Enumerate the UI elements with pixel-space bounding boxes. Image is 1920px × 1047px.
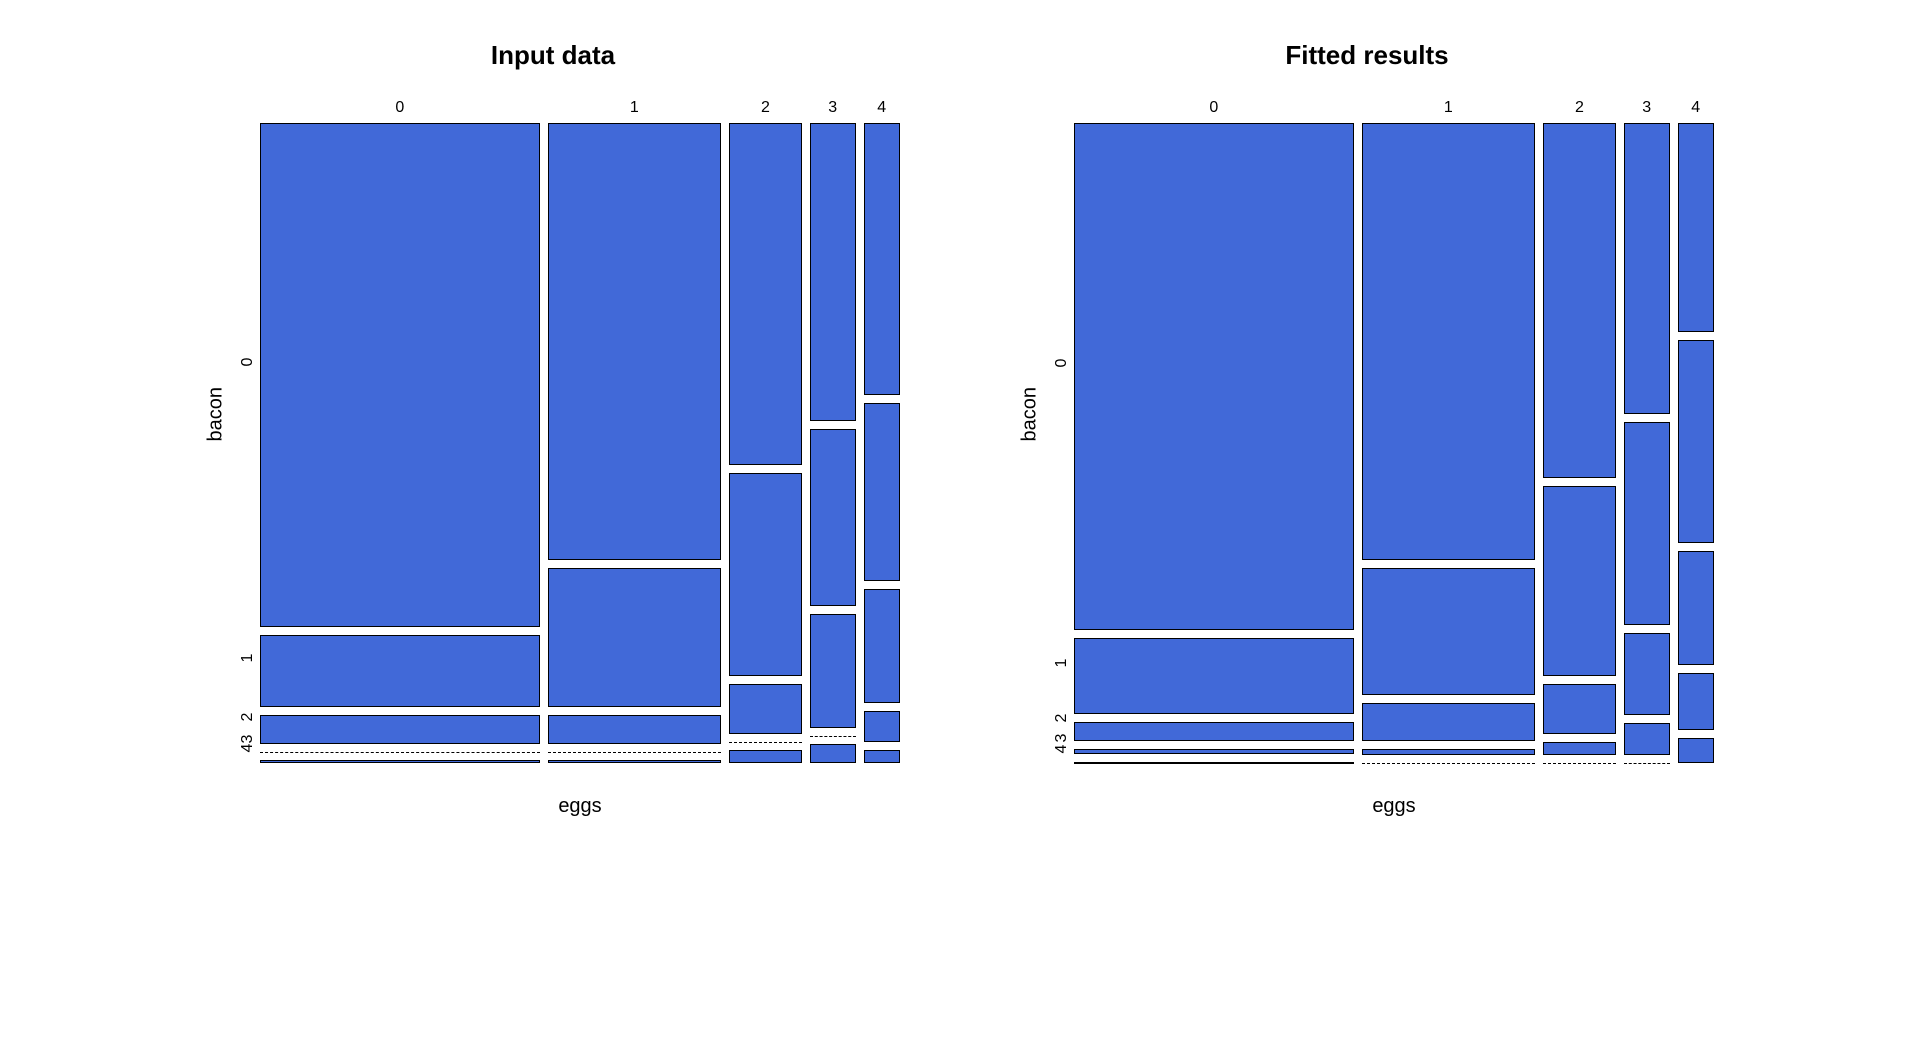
x-tick-row: 0 1 2 3 4 xyxy=(1074,99,1714,123)
mosaic-cell xyxy=(1074,638,1354,714)
x-tick: 3 xyxy=(1642,99,1651,117)
y-tick: 0 xyxy=(1053,351,1071,375)
mosaic-cell xyxy=(864,750,900,763)
y-tick-column: 01234 xyxy=(1050,111,1074,751)
x-tick: 4 xyxy=(877,99,886,117)
mosaic-cell xyxy=(548,123,721,560)
mosaic-cell xyxy=(729,684,802,735)
mosaic-cell xyxy=(1543,742,1616,755)
mosaic-cell xyxy=(1074,123,1354,630)
mosaic-cell xyxy=(1362,568,1535,695)
mosaic-cell xyxy=(1074,762,1354,764)
mosaic-cell xyxy=(864,403,900,580)
mosaic-cell xyxy=(548,760,721,763)
mosaic-cell xyxy=(1074,749,1354,754)
mosaic-cell xyxy=(864,589,900,703)
mosaic-cell xyxy=(1074,722,1354,741)
mosaic-cell xyxy=(729,750,802,763)
chart-row: bacon0123401234 xyxy=(1020,99,1714,763)
y-tick: 4 xyxy=(1053,737,1071,761)
y-tick: 0 xyxy=(239,350,257,374)
mosaic-cell xyxy=(1678,340,1714,543)
y-tick: 1 xyxy=(1053,651,1071,675)
mosaic-cell xyxy=(1678,673,1714,730)
x-axis-label: eggs xyxy=(1074,795,1714,818)
x-tick: 0 xyxy=(1209,99,1218,117)
mosaic-cell xyxy=(1624,633,1670,715)
mosaic-cell xyxy=(1362,703,1535,741)
mosaic-plot xyxy=(1074,123,1714,763)
x-tick-row: 0 1 2 3 4 xyxy=(260,99,900,123)
mosaic-cell xyxy=(1624,723,1670,755)
mosaic-cell xyxy=(1543,684,1616,735)
mosaic-cell xyxy=(1362,749,1535,755)
x-axis-label: eggs xyxy=(260,795,900,818)
plot-wrap: 0 1 2 3 4 xyxy=(260,99,900,763)
mosaic-cell xyxy=(864,123,900,395)
mosaic-cell xyxy=(1678,123,1714,332)
x-tick: 2 xyxy=(761,99,770,117)
mosaic-cell xyxy=(260,760,540,763)
mosaic-cell xyxy=(260,635,540,708)
x-tick: 4 xyxy=(1691,99,1700,117)
mosaic-cell xyxy=(864,711,900,743)
y-axis-label: bacon xyxy=(205,421,228,441)
x-tick: 0 xyxy=(395,99,404,117)
mosaic-cell xyxy=(729,742,802,743)
mosaic-cell xyxy=(260,752,540,753)
mosaic-cell xyxy=(1624,422,1670,625)
x-tick: 2 xyxy=(1575,99,1584,117)
y-axis-label: bacon xyxy=(1019,421,1042,441)
mosaic-cell xyxy=(1678,551,1714,665)
mosaic-cell xyxy=(729,123,802,465)
mosaic-cell xyxy=(1678,738,1714,763)
y-tick-column: 01234 xyxy=(236,111,260,751)
mosaic-cell xyxy=(810,429,856,606)
mosaic-cell xyxy=(810,736,856,737)
mosaic-cell xyxy=(548,715,721,744)
mosaic-plot xyxy=(260,123,900,763)
x-tick: 3 xyxy=(828,99,837,117)
mosaic-panel-input: Input databacon0123401234eggs xyxy=(206,40,900,818)
y-tick: 2 xyxy=(239,705,257,729)
mosaic-cell xyxy=(548,752,721,753)
x-tick: 1 xyxy=(630,99,639,117)
plot-wrap: 0 1 2 3 4 xyxy=(1074,99,1714,763)
mosaic-cell xyxy=(1543,123,1616,478)
mosaic-cell xyxy=(810,744,856,763)
mosaic-cell xyxy=(1543,763,1616,764)
chart-row: bacon0123401234 xyxy=(206,99,900,763)
mosaic-cell xyxy=(810,614,856,728)
mosaic-cell xyxy=(1543,486,1616,676)
mosaic-cell xyxy=(260,715,540,744)
panel-title: Input data xyxy=(491,40,615,71)
mosaic-cell xyxy=(1624,763,1670,764)
mosaic-cell xyxy=(1362,763,1535,764)
x-tick: 1 xyxy=(1444,99,1453,117)
mosaic-cell xyxy=(1624,123,1670,414)
mosaic-cell xyxy=(548,568,721,707)
mosaic-cell xyxy=(1362,123,1535,560)
y-tick: 4 xyxy=(239,736,257,760)
panel-title: Fitted results xyxy=(1285,40,1448,71)
mosaic-cell xyxy=(810,123,856,421)
mosaic-cell xyxy=(260,123,540,627)
mosaic-cell xyxy=(729,473,802,676)
y-tick: 1 xyxy=(239,646,257,670)
mosaic-panel-fitted: Fitted resultsbacon0123401234eggs xyxy=(1020,40,1714,818)
